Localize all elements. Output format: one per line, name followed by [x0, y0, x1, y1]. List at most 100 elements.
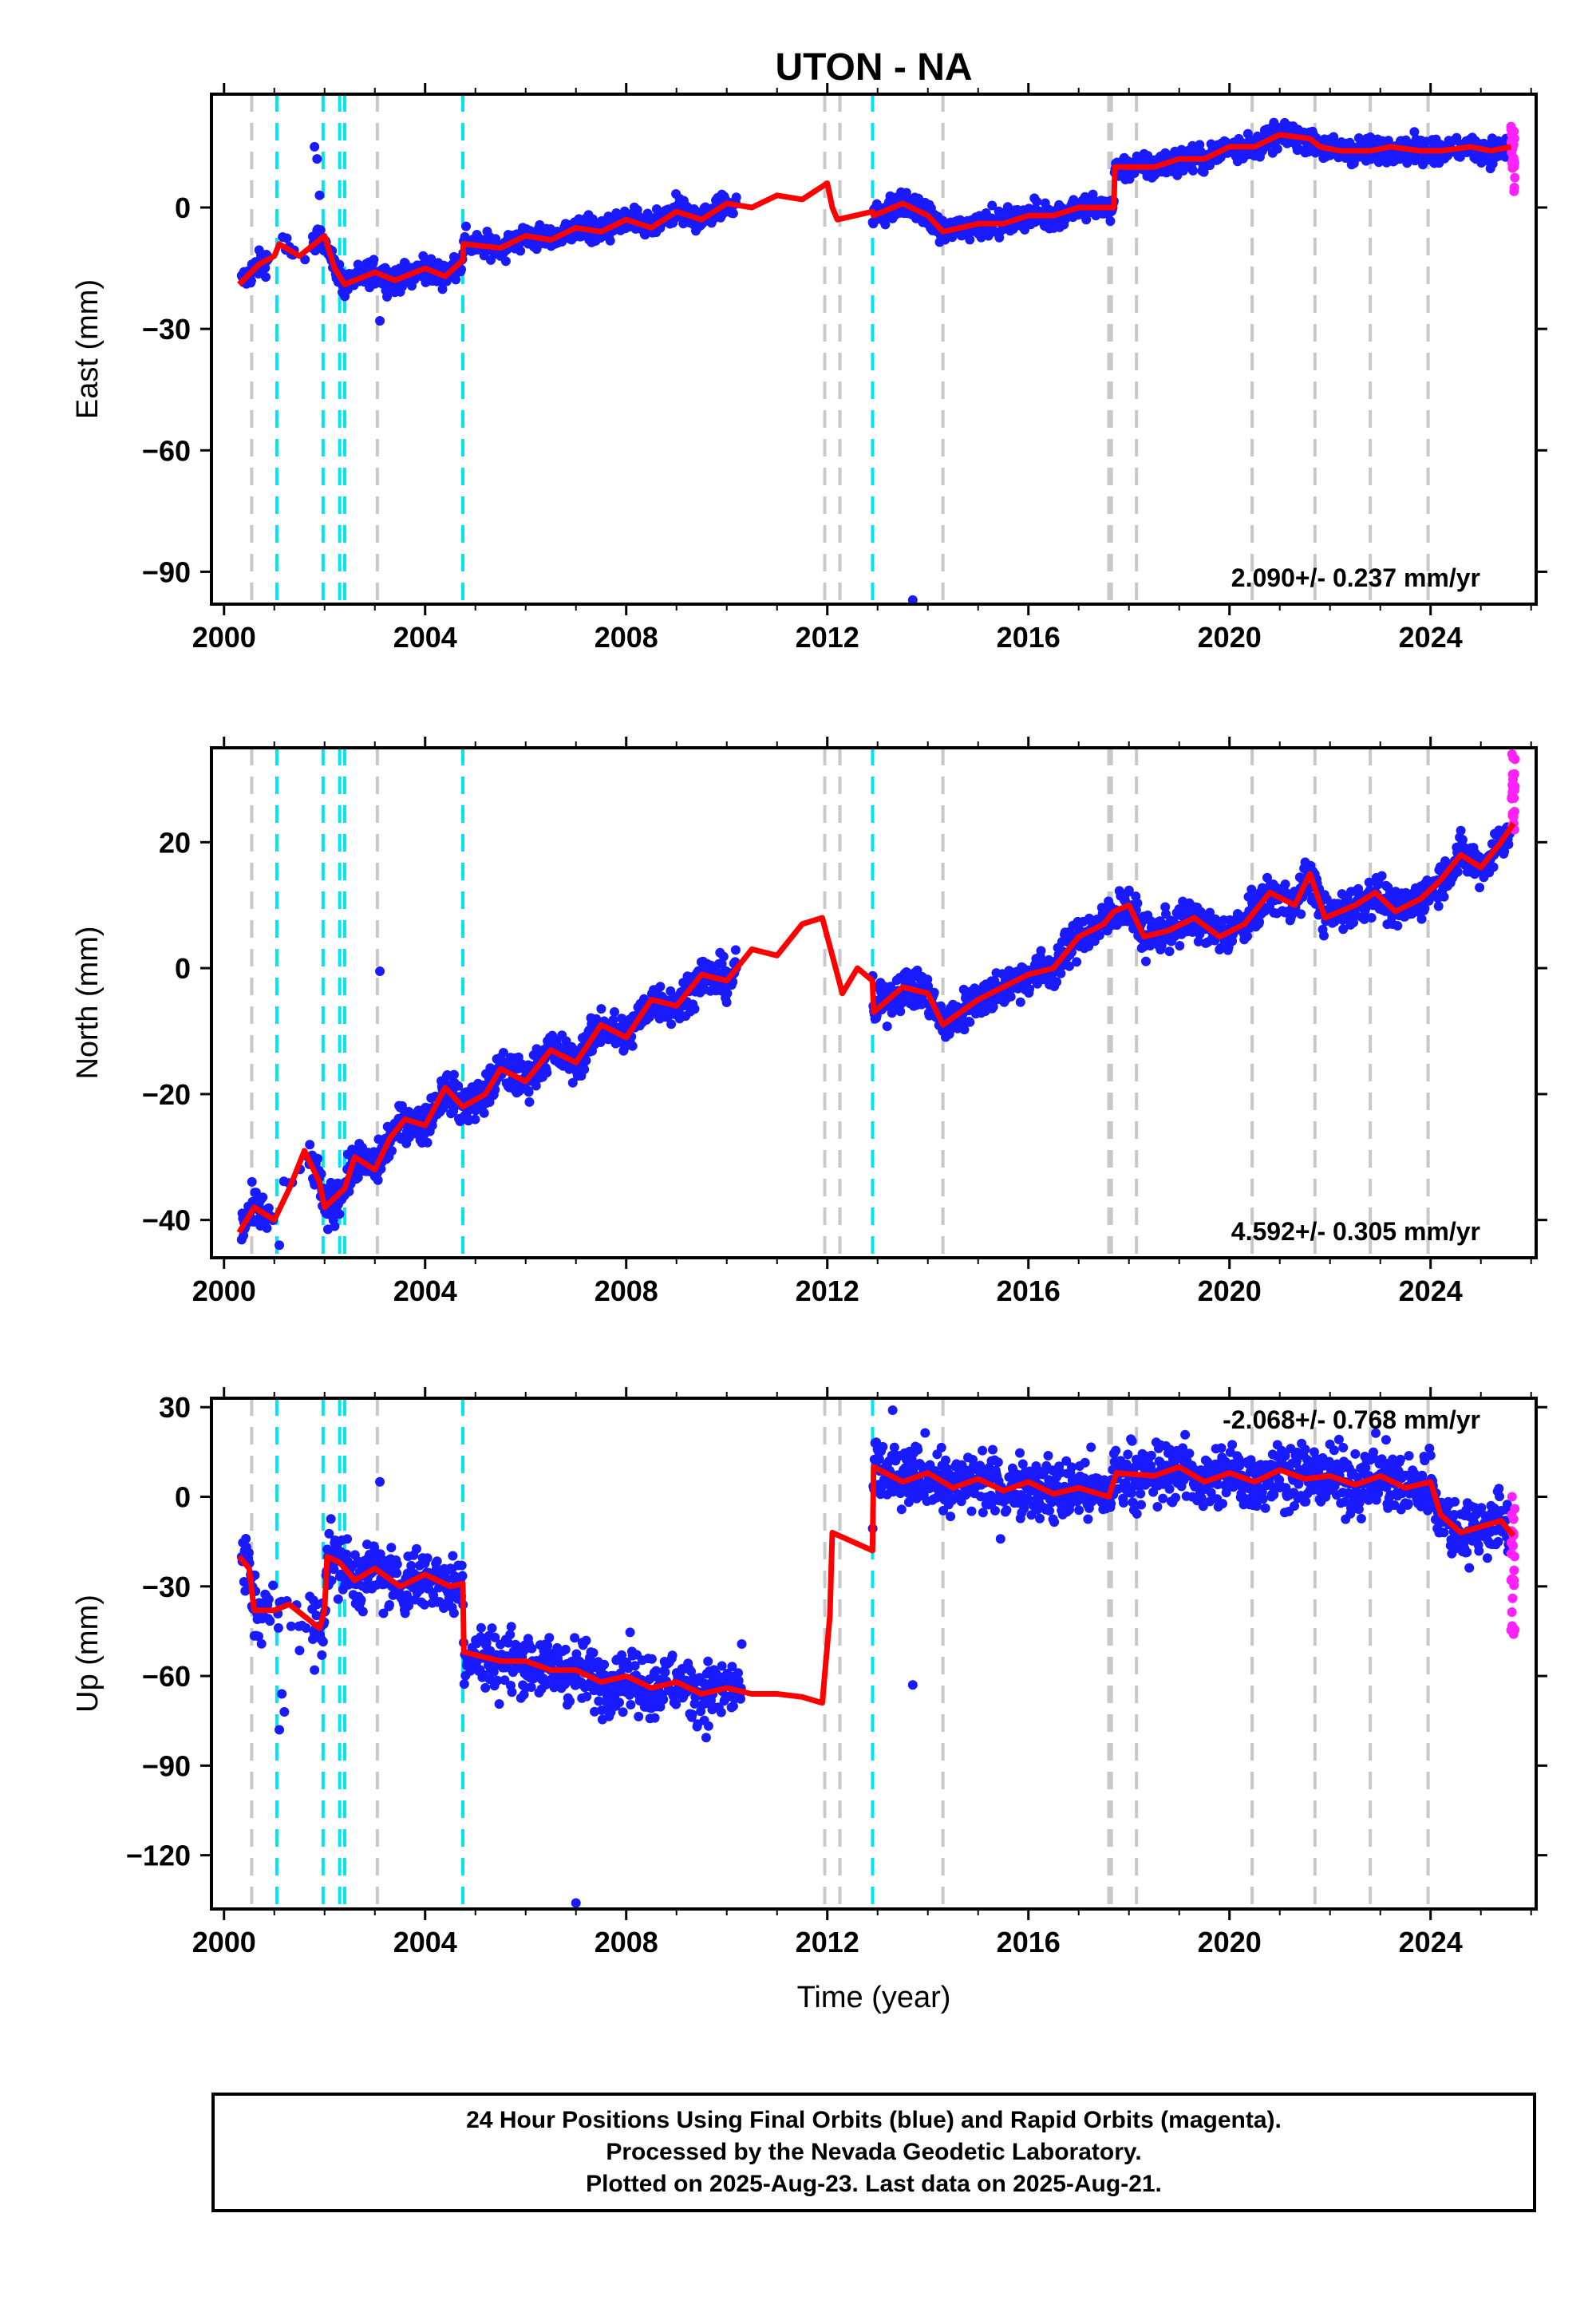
daily-position-point — [263, 1203, 274, 1213]
daily-position-point — [655, 982, 666, 992]
daily-position-point — [1387, 911, 1397, 922]
x-tick-label: 2008 — [595, 1275, 658, 1307]
daily-position-point — [1402, 158, 1412, 168]
y-tick-label: −20 — [142, 1078, 191, 1111]
daily-position-point — [1164, 947, 1175, 957]
daily-position-point — [1433, 901, 1444, 911]
daily-position-point — [878, 1441, 888, 1452]
up-plot-area — [236, 1398, 1520, 1909]
x-axis-label: Time (year) — [797, 1981, 951, 2014]
daily-position-point — [492, 1675, 503, 1686]
daily-position-point — [913, 1445, 923, 1455]
north-y-axis-label: North (mm) — [71, 926, 105, 1079]
rapid-orbit-point — [1510, 754, 1520, 765]
daily-position-point — [282, 233, 292, 243]
daily-position-point — [524, 1097, 535, 1107]
daily-position-point — [560, 1644, 571, 1654]
daily-position-point — [258, 1192, 268, 1203]
daily-position-point — [397, 1101, 407, 1111]
daily-position-point — [903, 1497, 914, 1508]
daily-position-point — [313, 1153, 323, 1164]
daily-position-point — [889, 1442, 899, 1452]
daily-position-point — [1015, 1448, 1025, 1458]
daily-position-point — [571, 1649, 582, 1659]
daily-position-point — [1188, 165, 1198, 176]
x-tick-label: 2004 — [393, 1275, 457, 1307]
outlier-point — [310, 141, 320, 152]
daily-position-point — [334, 1209, 345, 1219]
daily-position-point — [1254, 917, 1265, 927]
daily-position-point — [1160, 902, 1171, 912]
daily-position-point — [1141, 956, 1151, 966]
daily-position-point — [581, 1635, 591, 1646]
daily-position-point — [721, 998, 732, 1007]
daily-position-point — [1409, 127, 1420, 137]
daily-position-point — [727, 1662, 737, 1672]
daily-position-point — [256, 1638, 267, 1649]
daily-position-point — [901, 188, 911, 198]
daily-position-point — [731, 192, 741, 203]
daily-position-point — [392, 1568, 402, 1579]
daily-position-point — [1377, 871, 1387, 881]
daily-position-point — [353, 1172, 363, 1183]
daily-position-point — [590, 1706, 599, 1717]
daily-position-point — [922, 974, 933, 985]
daily-position-point — [1364, 877, 1374, 887]
daily-position-point — [1262, 872, 1272, 883]
daily-position-point — [1019, 1504, 1029, 1514]
daily-position-point — [531, 1081, 541, 1091]
daily-position-point — [660, 1667, 670, 1678]
daily-position-point — [456, 1560, 467, 1571]
daily-position-point — [507, 1687, 517, 1697]
x-tick-label: 2012 — [796, 1275, 859, 1307]
rapid-orbit-point — [1507, 129, 1517, 140]
daily-position-point — [262, 1223, 272, 1233]
daily-position-point — [1393, 921, 1403, 931]
outlier-point — [907, 595, 918, 604]
x-tick-label: 2016 — [997, 1275, 1061, 1307]
daily-position-point — [1349, 158, 1359, 168]
daily-position-point — [286, 1621, 296, 1631]
daily-position-point — [618, 1707, 628, 1717]
daily-position-point — [1065, 961, 1074, 971]
daily-position-point — [936, 1442, 946, 1452]
daily-position-point — [254, 1631, 263, 1642]
daily-position-point — [987, 200, 998, 211]
daily-position-point — [1499, 846, 1510, 856]
daily-position-point — [326, 1575, 337, 1586]
daily-position-point — [1205, 160, 1215, 171]
daily-position-point — [588, 1648, 598, 1658]
daily-position-point — [570, 1633, 580, 1643]
x-tick-label: 2024 — [1399, 1275, 1463, 1307]
daily-position-point — [733, 1668, 743, 1678]
daily-position-point — [966, 1506, 977, 1516]
daily-position-point — [263, 1595, 274, 1605]
daily-position-point — [243, 1547, 254, 1558]
daily-position-point — [978, 1508, 988, 1518]
daily-position-point — [646, 1654, 657, 1664]
daily-position-point — [627, 1041, 638, 1051]
east-model-line — [237, 132, 1512, 287]
daily-position-point — [594, 1696, 604, 1706]
daily-position-point — [614, 1697, 624, 1708]
rapid-orbit-point — [1509, 161, 1519, 172]
daily-position-point — [655, 1701, 666, 1712]
daily-position-point — [437, 284, 448, 294]
north-frame — [210, 746, 1538, 1259]
daily-position-point — [1175, 941, 1185, 951]
daily-position-point — [369, 255, 379, 265]
daily-position-point — [378, 1608, 389, 1618]
daily-position-point — [990, 1505, 1000, 1516]
daily-position-point — [993, 1457, 1003, 1468]
daily-position-point — [1132, 898, 1143, 908]
daily-position-point — [461, 221, 471, 231]
daily-position-point — [422, 1137, 433, 1148]
outlier-point — [314, 190, 325, 200]
north-rapid-orbit-points — [1507, 749, 1520, 835]
daily-position-point — [1272, 144, 1282, 154]
daily-position-point — [392, 1559, 402, 1569]
daily-position-point — [703, 1721, 713, 1731]
outlier-point — [275, 1240, 285, 1251]
daily-position-point — [311, 1611, 322, 1621]
y-tick-label: −40 — [142, 1204, 191, 1237]
